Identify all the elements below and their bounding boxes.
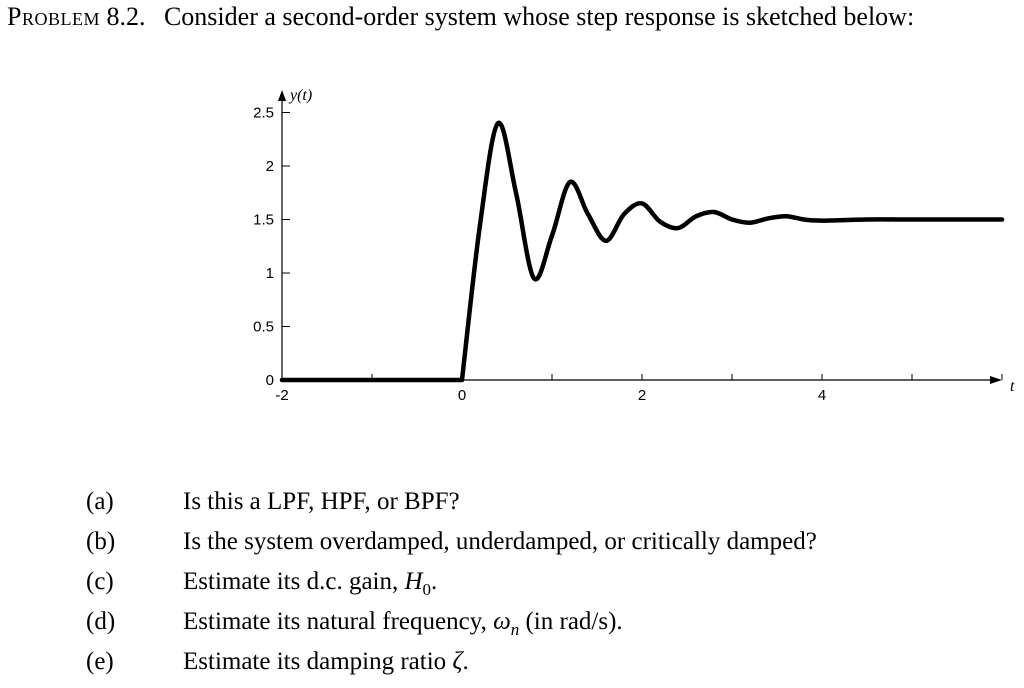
y-tick-label: 1 (266, 265, 274, 282)
question-label: (b) (86, 528, 116, 555)
question-label: (c) (86, 568, 114, 595)
question-text: Estimate its d.c. gain, H0. (183, 568, 437, 600)
question-label: (d) (86, 608, 116, 635)
x-tick-label: 0 (458, 387, 466, 404)
y-tick-label: 2.5 (253, 105, 274, 122)
question-text: Is this a LPF, HPF, or BPF? (183, 488, 460, 515)
y-tick-label: 0.5 (253, 319, 274, 336)
question-a: (a) Is this a LPF, HPF, or BPF? (0, 488, 1024, 528)
math-subscript: n (510, 620, 520, 639)
y-axis-title: y(t) (288, 87, 312, 104)
math-symbol: ζ (452, 648, 463, 675)
problem-number: 8.2. (106, 2, 146, 31)
question-text: Estimate its damping ratio ζ. (183, 648, 469, 676)
y-ticks: 0 0.5 1 1.5 2 2.5 (253, 105, 290, 389)
question-d: (d) Estimate its natural frequency, ωn (… (0, 608, 1024, 648)
math-symbol: ω (493, 608, 511, 635)
x-axis-arrow (990, 376, 1002, 384)
question-label: (e) (86, 648, 114, 675)
x-tick-label: -2 (275, 387, 288, 404)
question-text-post: . (462, 648, 469, 675)
problem-header: Problem 8.2. Consider a second-order sys… (7, 2, 914, 32)
step-response-curve (279, 120, 1005, 383)
axes: y(t) t (278, 87, 1015, 395)
question-text-pre: Estimate its d.c. gain, (183, 568, 405, 595)
y-tick-label: 1.5 (253, 212, 274, 229)
x-tick-label: 4 (818, 387, 826, 404)
question-text-post: (in rad/s). (519, 608, 623, 635)
problem-label: Problem (7, 2, 100, 31)
question-c: (c) Estimate its d.c. gain, H0. (0, 568, 1024, 608)
question-text: Is the system overdamped, underdamped, o… (183, 528, 817, 555)
question-text: Estimate its natural frequency, ωn (in r… (183, 608, 623, 640)
question-e: (e) Estimate its damping ratio ζ. (0, 648, 1024, 688)
problem-statement: Consider a second-order system whose ste… (163, 2, 915, 31)
y-tick-label: 2 (266, 158, 274, 175)
question-label: (a) (86, 488, 114, 515)
x-axis-title: t (1010, 378, 1015, 395)
question-text-pre: Estimate its damping ratio (183, 648, 453, 675)
question-b: (b) Is the system overdamped, underdampe… (0, 528, 1024, 568)
x-tick-label: 2 (638, 387, 646, 404)
step-response-plot: y(t) t 00.511.522.5 -2 0 2 4 (253, 87, 1015, 404)
x-ticks: -2 0 2 4 (275, 374, 1003, 404)
math-symbol: H (404, 568, 423, 595)
y-tick-label: 0 (266, 372, 274, 389)
question-text-post: . (431, 568, 438, 595)
math-subscript: 0 (422, 580, 432, 599)
question-text-pre: Estimate its natural frequency, (183, 608, 494, 635)
y-axis-arrow (278, 90, 286, 101)
